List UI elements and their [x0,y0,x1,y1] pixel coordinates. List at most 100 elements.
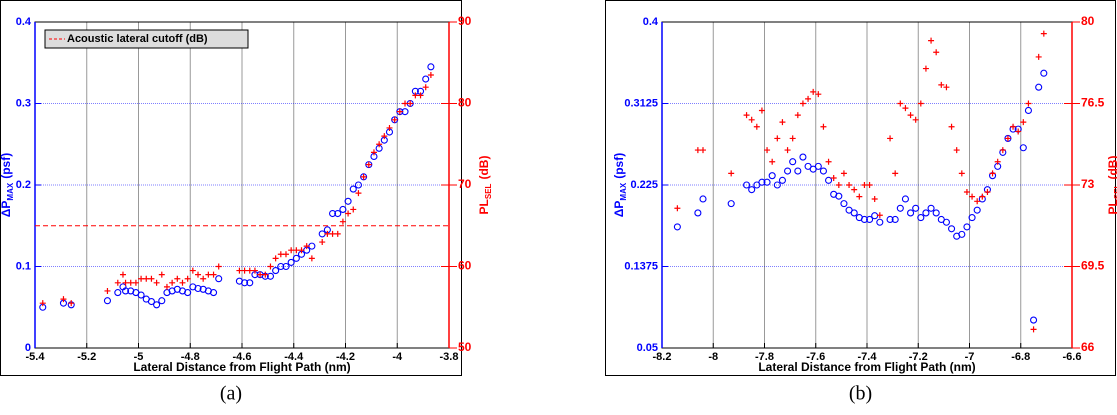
data-point [329,230,336,237]
y2-axis-label-sub: SEL [484,183,493,199]
data-point [119,271,126,278]
data-point [694,147,701,154]
data-point [194,284,202,293]
data-point [427,71,434,78]
data-point [412,92,419,99]
data-point [103,297,111,305]
data-point [851,186,858,193]
data-point [835,182,842,188]
y2-tick-label: 90 [458,14,472,28]
data-point [272,255,279,262]
data-point [871,195,878,202]
data-point [257,271,264,278]
data-point [308,255,315,262]
data-point [943,84,950,91]
data-point [1010,123,1017,130]
data-point [246,267,253,274]
data-point [758,107,765,114]
x-tick-label: -4.2 [336,351,355,363]
data-point [794,112,801,119]
data-point [994,158,1001,165]
x-tick-label: -7.2 [909,351,928,363]
data-point [984,188,991,195]
data-point [1030,316,1038,324]
data-point [68,300,75,307]
x-axis-label: Lateral Distance from Flight Path (nm) [758,360,975,374]
data-point [912,116,919,123]
y-tick-label: 0.2 [16,179,31,191]
data-point [892,170,899,177]
data-point [769,158,776,165]
data-point [184,275,191,282]
data-point [138,275,145,282]
y-axis-label-main: ΔP [0,201,13,218]
x-tick-label: -4 [392,351,403,363]
data-point [743,181,751,189]
data-point [417,92,424,99]
data-point [147,297,155,306]
x-tick-label: -7.4 [858,351,878,363]
data-point [907,209,915,217]
data-point [922,65,929,72]
y-tick-label: 0.05 [637,342,658,354]
y2-tick-label: 69.5 [1081,259,1105,273]
data-point [241,267,248,274]
data-point [1035,53,1042,60]
legend-label: Acoustic lateral cutoff (dB) [67,33,208,45]
data-point [1004,135,1011,142]
y-axis-label-unit: (psf) [0,153,13,179]
y-tick-label: 0.3 [16,97,31,109]
data-point [200,275,207,282]
data-point [39,300,46,307]
x-tick-label: -4.6 [233,351,252,363]
data-point [329,209,337,218]
data-point [365,161,372,168]
data-point [820,123,827,130]
data-point [856,193,863,200]
x-tick-label: -8.2 [653,351,672,363]
data-point [778,176,786,184]
data-point [743,112,750,119]
y2-axis-label-unit: (dB) [477,156,491,180]
data-point [1040,69,1048,77]
y-axis-label-sub: MAX [6,182,15,200]
data-point [825,176,833,184]
data-point [153,279,160,286]
data-point [127,279,134,286]
data-point [917,214,925,222]
data-point [205,271,212,278]
data-point [339,218,346,225]
data-point [758,178,766,186]
data-point [866,182,873,188]
data-point [1040,30,1047,37]
data-point [422,84,429,91]
data-point [948,123,955,130]
x-tick-label: -3.8 [440,351,459,363]
data-point [324,230,331,237]
data-point [764,147,771,154]
x-tick-label: -7.6 [806,351,825,363]
data-point [179,279,186,286]
data-point [694,209,702,217]
y2-tick-label: 73 [1081,177,1095,191]
data-point [210,271,217,278]
data-point [840,200,848,208]
y2-tick-label: 80 [458,96,472,110]
data-point [763,178,771,186]
legend: Acoustic lateral cutoff (dB) [44,29,249,49]
x-axis-label: Lateral Distance from Flight Path (nm) [133,360,350,374]
data-point [350,206,357,213]
data-point [189,267,196,274]
data-point [1019,144,1027,152]
data-point [876,212,883,219]
data-point [360,173,367,180]
y2-tick-label: 50 [458,340,472,354]
data-point [860,215,868,224]
data-point [789,135,796,142]
data-point [922,209,930,217]
x-tick-label: -5.2 [77,351,96,363]
data-point [174,275,181,282]
data-point [958,230,966,238]
y-axis-label-main: ΔP [612,201,626,218]
